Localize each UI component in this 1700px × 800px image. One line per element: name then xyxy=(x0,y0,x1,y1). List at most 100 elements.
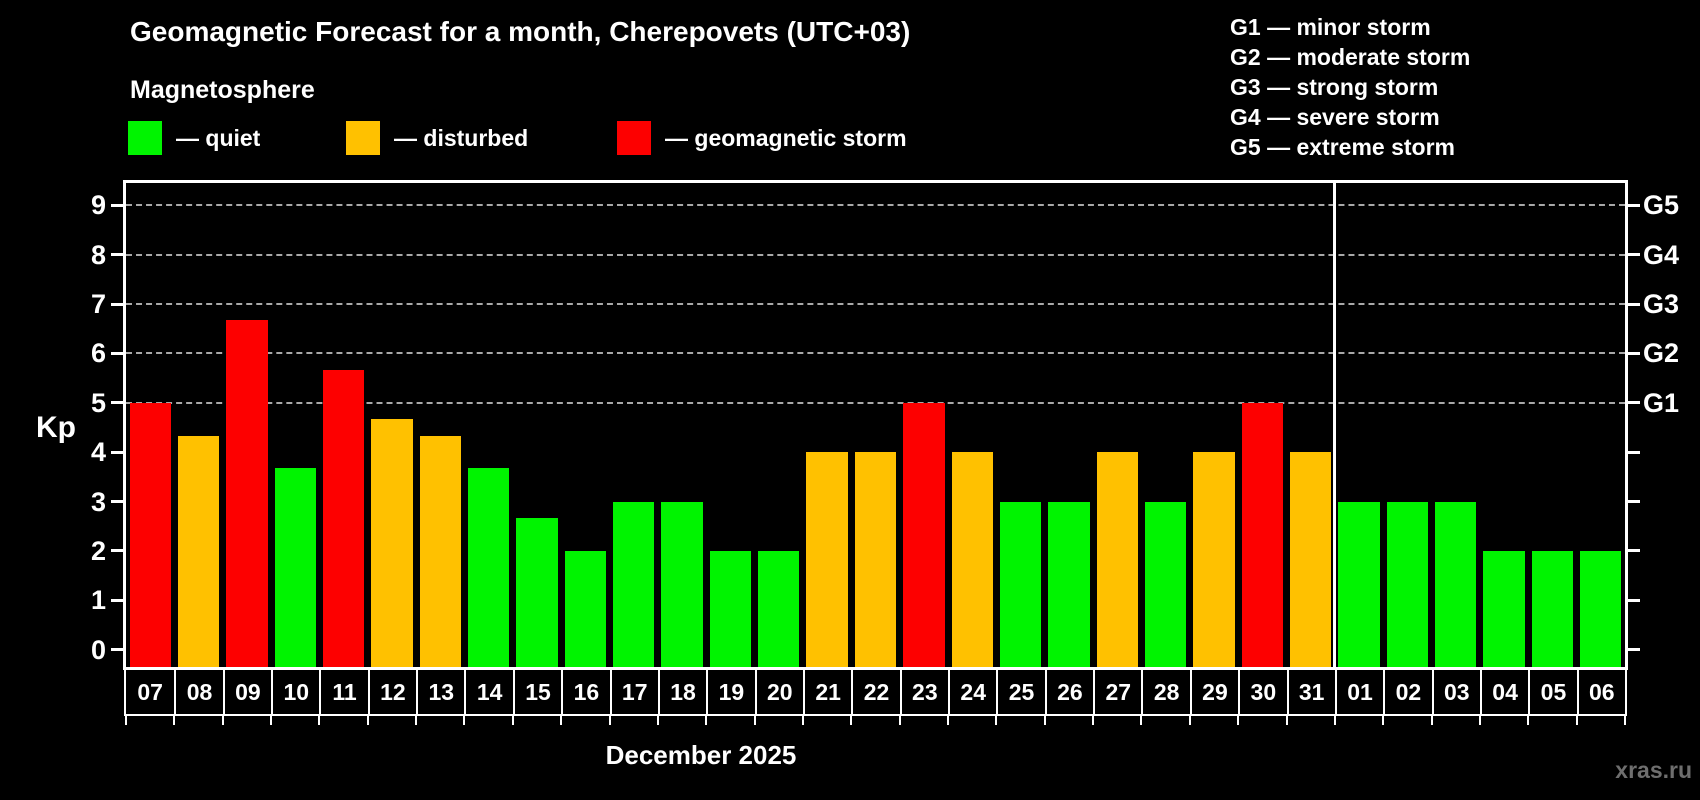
kp-bar-day-19 xyxy=(709,550,752,667)
magnetosphere-subtitle: Magnetosphere xyxy=(130,76,315,104)
kp-bar-day-25 xyxy=(999,501,1042,667)
day-label-15: 15 xyxy=(512,670,561,714)
y-tick-right-1 xyxy=(1628,598,1640,602)
storm-scale-line-3: G3 — strong storm xyxy=(1230,74,1439,100)
bottom-boundary-tick-14 xyxy=(801,716,804,725)
bottom-boundary-tick-31 xyxy=(1624,716,1626,725)
bottom-boundary-tick-22 xyxy=(1188,716,1191,725)
day-label-13: 13 xyxy=(416,670,464,714)
storm-scale-line-5: G5 — extreme storm xyxy=(1230,134,1455,160)
y-tick-right-7 xyxy=(1628,302,1640,306)
bottom-boundary-tick-24 xyxy=(1285,716,1288,725)
day-label-06: 06 xyxy=(1576,670,1625,714)
legend-swatch-storm xyxy=(617,121,651,155)
y-tick-left-8 xyxy=(111,253,123,257)
legend-item-disturbed: — disturbed xyxy=(346,121,528,155)
gridline-kp7 xyxy=(126,303,1625,305)
day-label-18: 18 xyxy=(657,670,706,714)
gridline-kp6 xyxy=(126,352,1625,355)
day-label-24: 24 xyxy=(948,670,996,714)
day-label-29: 29 xyxy=(1189,670,1238,714)
kp-bar-day-14 xyxy=(467,468,510,667)
kp-bar-day-02 xyxy=(1386,501,1429,667)
month-divider xyxy=(1333,183,1337,667)
bottom-boundary-tick-11 xyxy=(656,716,659,725)
day-label-04: 04 xyxy=(1479,670,1528,714)
y-tick-label-0: 0 xyxy=(90,634,106,665)
day-label-10: 10 xyxy=(271,670,319,714)
day-label-14: 14 xyxy=(464,670,512,714)
day-label-30: 30 xyxy=(1238,670,1286,714)
day-label-02: 02 xyxy=(1383,670,1431,714)
bottom-boundary-tick-21 xyxy=(1140,716,1143,725)
kp-bar-day-08 xyxy=(177,435,220,667)
kp-bar-day-05 xyxy=(1531,550,1574,667)
bottom-boundary-tick-9 xyxy=(560,716,563,725)
kp-bar-day-11 xyxy=(322,369,365,667)
kp-bar-day-18 xyxy=(661,501,703,667)
y-tick-label-3: 3 xyxy=(90,486,106,517)
y-tick-left-6 xyxy=(111,351,123,355)
y-tick-left-1 xyxy=(111,598,123,602)
kp-bar-day-16 xyxy=(564,550,607,667)
storm-scale-line-1: G1 — minor storm xyxy=(1230,14,1431,40)
y-tick-left-3 xyxy=(111,500,123,504)
day-label-25: 25 xyxy=(996,670,1044,714)
kp-bar-day-10 xyxy=(274,468,316,667)
kp-bar-day-13 xyxy=(419,435,461,667)
day-labels-row: 07 08 09 10 11 12 13 14 15 16 17 18 19 20 21 22 23 24 25 26… xyxy=(124,668,1627,716)
kp-bar-day-23 xyxy=(903,402,945,667)
kp-bar-day-20 xyxy=(758,550,800,667)
kp-bar-day-24 xyxy=(951,452,993,667)
legend-label-storm: — geomagnetic storm xyxy=(665,124,907,151)
page-title: Geomagnetic Forecast for a month, Cherep… xyxy=(130,16,911,47)
day-label-20: 20 xyxy=(754,670,803,714)
kp-bar-day-01 xyxy=(1338,501,1380,667)
day-label-08: 08 xyxy=(174,670,222,714)
bottom-boundary-tick-28 xyxy=(1478,716,1481,725)
day-label-19: 19 xyxy=(706,670,754,714)
day-label-21: 21 xyxy=(802,670,851,714)
gridline-kp9 xyxy=(126,204,1625,207)
bottom-boundary-tick-3 xyxy=(270,716,273,725)
right-axis-label-g5: G5 xyxy=(1643,190,1680,221)
bottom-boundary-tick-27 xyxy=(1430,716,1433,725)
right-axis-label-g4: G4 xyxy=(1643,239,1680,270)
y-tick-right-4 xyxy=(1628,450,1640,454)
y-tick-left-5 xyxy=(111,401,123,405)
y-tick-right-0 xyxy=(1628,648,1640,652)
legend-swatch-disturbed xyxy=(346,121,380,155)
storm-scale-legend: G1 — minor storm G2 — moderate storm G3 — … xyxy=(1230,12,1470,162)
kp-bar-day-17 xyxy=(613,501,655,667)
bottom-boundary-tick-0 xyxy=(125,716,127,725)
y-tick-right-5 xyxy=(1628,401,1640,405)
kp-bar-day-09 xyxy=(226,320,268,667)
bottom-boundary-tick-12 xyxy=(705,716,708,725)
bottom-boundary-tick-1 xyxy=(173,716,176,725)
legend-swatch-quiet xyxy=(128,121,162,155)
y-tick-label-5: 5 xyxy=(90,387,106,418)
gridline-kp8 xyxy=(126,253,1625,256)
kp-bar-day-22 xyxy=(854,452,897,667)
y-tick-label-1: 1 xyxy=(90,585,106,616)
day-label-23: 23 xyxy=(899,670,948,714)
y-tick-right-3 xyxy=(1628,500,1640,504)
y-tick-left-7 xyxy=(111,302,123,306)
bottom-boundary-tick-7 xyxy=(463,716,466,725)
y-tick-right-2 xyxy=(1628,549,1640,553)
y-tick-right-9 xyxy=(1628,203,1640,207)
kp-bar-day-29 xyxy=(1193,452,1235,667)
day-label-11: 11 xyxy=(319,670,367,714)
y-tick-label-2: 2 xyxy=(90,535,106,566)
day-label-03: 03 xyxy=(1431,670,1480,714)
bottom-boundary-tick-2 xyxy=(221,716,224,725)
kp-bar-day-30 xyxy=(1241,402,1283,667)
y-tick-left-2 xyxy=(111,549,123,553)
kp-bar-day-21 xyxy=(806,452,848,667)
day-label-28: 28 xyxy=(1141,670,1189,714)
bottom-boundary-tick-20 xyxy=(1092,716,1095,725)
kp-bar-day-28 xyxy=(1144,501,1187,667)
legend-label-disturbed: — disturbed xyxy=(394,124,529,151)
kp-bar-day-03 xyxy=(1435,501,1477,667)
